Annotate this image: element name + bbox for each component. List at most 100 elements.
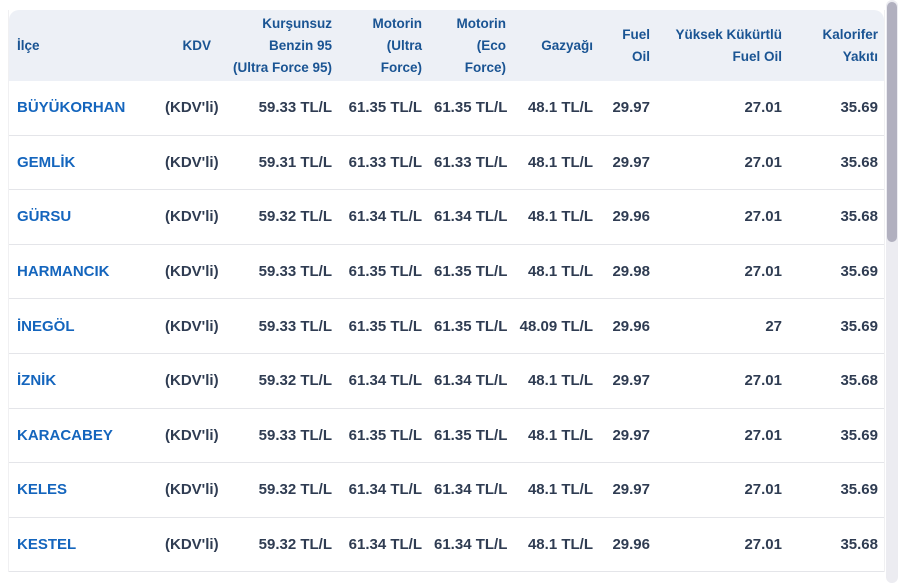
cell-gazyagi: 48.09 TL/L: [512, 298, 599, 354]
cell-kdv: (KDV'li): [159, 462, 219, 518]
cell-yuksek-kukurtlu: 27.01: [656, 244, 788, 300]
cell-yuksek-kukurtlu: 27.01: [656, 189, 788, 245]
cell-kdv: (KDV'li): [159, 189, 219, 245]
cell-motorin-eco: 61.34 TL/L: [428, 353, 512, 409]
cell-kdv: (KDV'li): [159, 298, 219, 354]
cell-gazyagi: 48.1 TL/L: [512, 462, 599, 518]
cell-gazyagi: 48.1 TL/L: [512, 189, 599, 245]
table-row: KARACABEY (KDV'li) 59.33 TL/L 61.35 TL/L 61.…: [9, 408, 884, 464]
district-link[interactable]: KARACABEY: [9, 408, 159, 464]
column-header-kalorifer-yakiti: Kalorifer Yakıtı: [788, 10, 884, 81]
column-header-motorin-eco: Motorin (Eco Force): [428, 10, 512, 81]
cell-gazyagi: 48.1 TL/L: [512, 135, 599, 191]
cell-fuel-oil: 29.97: [599, 462, 656, 518]
cell-motorin-eco: 61.34 TL/L: [428, 462, 512, 518]
cell-fuel-oil: 29.97: [599, 81, 656, 136]
cell-kalorifer-yakiti: 35.69: [788, 244, 884, 300]
table-row: KESTEL (KDV'li) 59.32 TL/L 61.34 TL/L 61.34 …: [9, 517, 884, 573]
cell-kalorifer-yakiti: 35.68: [788, 353, 884, 409]
cell-motorin-ultra: 61.34 TL/L: [338, 462, 428, 518]
column-header-kdv: KDV: [159, 10, 217, 81]
cell-motorin-eco: 61.35 TL/L: [428, 81, 512, 136]
cell-benzin95: 59.33 TL/L: [217, 244, 338, 300]
cell-motorin-ultra: 61.35 TL/L: [338, 81, 428, 136]
cell-benzin95: 59.31 TL/L: [217, 135, 338, 191]
cell-fuel-oil: 29.97: [599, 408, 656, 464]
cell-kdv: (KDV'li): [159, 353, 219, 409]
cell-kalorifer-yakiti: 35.69: [788, 408, 884, 464]
cell-fuel-oil: 29.96: [599, 517, 656, 573]
cell-fuel-oil: 29.98: [599, 244, 656, 300]
cell-fuel-oil: 29.96: [599, 298, 656, 354]
cell-kalorifer-yakiti: 35.68: [788, 135, 884, 191]
cell-kdv: (KDV'li): [159, 244, 219, 300]
cell-kalorifer-yakiti: 35.69: [788, 81, 884, 136]
cell-fuel-oil: 29.97: [599, 135, 656, 191]
district-link[interactable]: KESTEL: [9, 517, 159, 573]
column-header-yuksek-kukurtlu: Yüksek Kükürtlü Fuel Oil: [656, 10, 788, 81]
cell-benzin95: 59.32 TL/L: [217, 517, 338, 573]
column-header-motorin-ultra: Motorin (Ultra Force): [338, 10, 428, 81]
cell-yuksek-kukurtlu: 27.01: [656, 135, 788, 191]
cell-motorin-eco: 61.35 TL/L: [428, 244, 512, 300]
column-header-fuel-oil: Fuel Oil: [599, 10, 656, 81]
cell-benzin95: 59.32 TL/L: [217, 353, 338, 409]
table-row: GEMLİK (KDV'li) 59.31 TL/L 61.33 TL/L 61.33 …: [9, 135, 884, 191]
cell-motorin-eco: 61.35 TL/L: [428, 298, 512, 354]
cell-benzin95: 59.33 TL/L: [217, 298, 338, 354]
district-link[interactable]: GÜRSU: [9, 189, 159, 245]
cell-motorin-ultra: 61.34 TL/L: [338, 353, 428, 409]
cell-yuksek-kukurtlu: 27.01: [656, 517, 788, 573]
cell-motorin-eco: 61.33 TL/L: [428, 135, 512, 191]
district-link[interactable]: GEMLİK: [9, 135, 159, 191]
table-row: HARMANCIK (KDV'li) 59.33 TL/L 61.35 TL/L 61.…: [9, 244, 884, 300]
cell-motorin-ultra: 61.35 TL/L: [338, 408, 428, 464]
column-header-gazyagi: Gazyağı: [512, 10, 599, 81]
cell-motorin-ultra: 61.33 TL/L: [338, 135, 428, 191]
cell-yuksek-kukurtlu: 27.01: [656, 462, 788, 518]
district-link[interactable]: İNEGÖL: [9, 298, 159, 354]
cell-motorin-eco: 61.34 TL/L: [428, 189, 512, 245]
cell-fuel-oil: 29.97: [599, 353, 656, 409]
cell-kdv: (KDV'li): [159, 135, 219, 191]
cell-gazyagi: 48.1 TL/L: [512, 244, 599, 300]
cell-gazyagi: 48.1 TL/L: [512, 353, 599, 409]
cell-yuksek-kukurtlu: 27.01: [656, 353, 788, 409]
cell-gazyagi: 48.1 TL/L: [512, 408, 599, 464]
cell-kdv: (KDV'li): [159, 408, 219, 464]
table-row: İNEGÖL (KDV'li) 59.33 TL/L 61.35 TL/L 61.35 …: [9, 298, 884, 354]
cell-fuel-oil: 29.96: [599, 189, 656, 245]
vertical-scrollbar[interactable]: [886, 0, 898, 583]
cell-kalorifer-yakiti: 35.69: [788, 298, 884, 354]
table-row: KELES (KDV'li) 59.32 TL/L 61.34 TL/L 61.34 T…: [9, 462, 884, 518]
district-link[interactable]: KELES: [9, 462, 159, 518]
cell-yuksek-kukurtlu: 27.01: [656, 408, 788, 464]
district-link[interactable]: BÜYÜKORHAN: [9, 81, 159, 136]
cell-kdv: (KDV'li): [159, 517, 219, 573]
column-header-ilce: İlçe: [9, 10, 159, 81]
cell-motorin-ultra: 61.35 TL/L: [338, 298, 428, 354]
scrollbar-thumb[interactable]: [887, 2, 897, 242]
table-row: BÜYÜKORHAN (KDV'li) 59.33 TL/L 61.35 TL/L 61…: [9, 81, 884, 136]
table-header-row: İlçe KDV Kurşunsuz Benzin 95 (Ultra Force …: [9, 10, 884, 81]
table-row: İZNİK (KDV'li) 59.32 TL/L 61.34 TL/L 61.34 T…: [9, 353, 884, 409]
column-header-benzin95: Kurşunsuz Benzin 95 (Ultra Force 95): [217, 10, 338, 81]
cell-kalorifer-yakiti: 35.68: [788, 189, 884, 245]
fuel-prices-table: İlçe KDV Kurşunsuz Benzin 95 (Ultra Force …: [8, 10, 885, 573]
fuel-prices-table-grid: İlçe KDV Kurşunsuz Benzin 95 (Ultra Force …: [9, 10, 884, 573]
table-row: GÜRSU (KDV'li) 59.32 TL/L 61.34 TL/L 61.34 T…: [9, 189, 884, 245]
cell-benzin95: 59.33 TL/L: [217, 81, 338, 136]
cell-motorin-ultra: 61.34 TL/L: [338, 517, 428, 573]
cell-kalorifer-yakiti: 35.69: [788, 462, 884, 518]
cell-kalorifer-yakiti: 35.68: [788, 517, 884, 573]
cell-motorin-ultra: 61.35 TL/L: [338, 244, 428, 300]
cell-benzin95: 59.32 TL/L: [217, 462, 338, 518]
district-link[interactable]: İZNİK: [9, 353, 159, 409]
cell-yuksek-kukurtlu: 27.01: [656, 81, 788, 136]
cell-gazyagi: 48.1 TL/L: [512, 517, 599, 573]
cell-motorin-eco: 61.35 TL/L: [428, 408, 512, 464]
cell-yuksek-kukurtlu: 27: [656, 298, 788, 354]
district-link[interactable]: HARMANCIK: [9, 244, 159, 300]
cell-benzin95: 59.32 TL/L: [217, 189, 338, 245]
